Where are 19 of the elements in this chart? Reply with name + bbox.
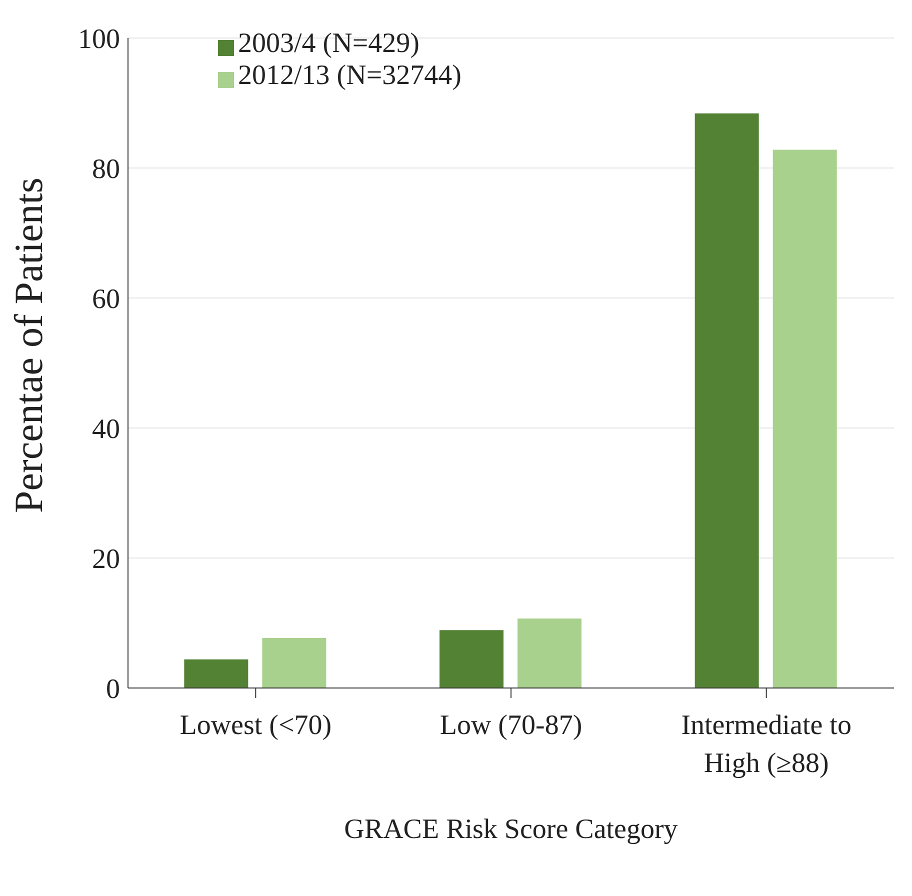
bar [694, 113, 759, 688]
bar [440, 630, 504, 688]
bar [518, 618, 582, 688]
y-axis-title: Percentae of Patients [6, 178, 52, 513]
y-tick-label: 20 [92, 544, 120, 575]
bar [262, 638, 326, 688]
x-tick-label: Low (70-87) [440, 710, 582, 741]
y-tick-label: 80 [92, 154, 120, 185]
x-axis-title: GRACE Risk Score Category [344, 814, 678, 845]
legend-label: 2012/13 (N=32744) [238, 60, 462, 91]
y-tick-label: 0 [106, 674, 120, 705]
y-tick-label: 100 [78, 24, 120, 55]
x-tick-label: Lowest (<70) [180, 710, 332, 741]
x-tick-label: Intermediate to High (≥88) [681, 710, 852, 779]
bar [184, 659, 248, 688]
bar [772, 150, 837, 688]
y-tick-label: 60 [92, 284, 120, 315]
legend-label: 2003/4 (N=429) [238, 28, 420, 59]
y-tick-label: 40 [92, 414, 120, 445]
